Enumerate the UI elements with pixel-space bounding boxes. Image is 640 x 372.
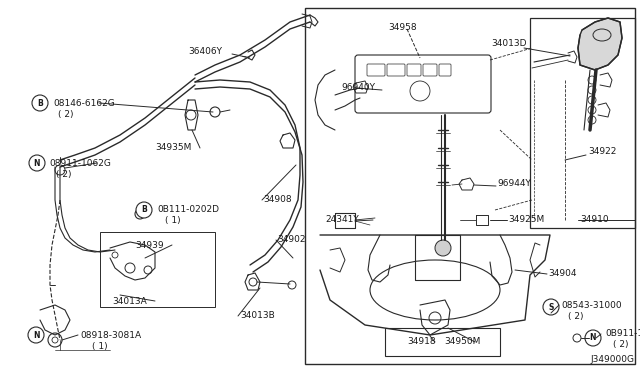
Text: 24341Y: 24341Y	[325, 215, 359, 224]
Text: ( 2): ( 2)	[613, 340, 628, 349]
Text: 08911-1062G: 08911-1062G	[49, 158, 111, 167]
Text: 34950M: 34950M	[444, 337, 481, 346]
Text: ( 2): ( 2)	[58, 109, 74, 119]
Bar	[530, 18, 635, 228]
Text: 0B911-1082G: 0B911-1082G	[605, 328, 640, 337]
Text: 0B111-0202D: 0B111-0202D	[157, 205, 219, 215]
Text: 34013B: 34013B	[240, 311, 275, 321]
Text: 34922: 34922	[588, 148, 616, 157]
Circle shape	[543, 299, 559, 315]
Text: 36406Y: 36406Y	[188, 48, 222, 57]
Text: B: B	[37, 99, 43, 108]
Text: 34910: 34910	[580, 215, 609, 224]
Text: 08918-3081A: 08918-3081A	[80, 330, 141, 340]
Text: J349000G: J349000G	[590, 356, 634, 365]
Text: 34908: 34908	[263, 196, 292, 205]
Text: 96944Y: 96944Y	[497, 180, 531, 189]
Text: ( 1): ( 1)	[165, 217, 180, 225]
Bar	[100, 232, 215, 307]
Text: N: N	[34, 158, 40, 167]
Text: 34013A: 34013A	[112, 296, 147, 305]
Text: 34918: 34918	[407, 337, 436, 346]
Circle shape	[136, 202, 152, 218]
Circle shape	[585, 330, 601, 346]
Text: 08543-31000: 08543-31000	[561, 301, 621, 310]
Circle shape	[29, 155, 45, 171]
Circle shape	[28, 327, 44, 343]
Text: N: N	[589, 334, 596, 343]
Text: N: N	[33, 330, 39, 340]
Text: 08146-6162G: 08146-6162G	[53, 99, 115, 108]
Text: 34013D: 34013D	[491, 39, 527, 48]
Text: 34902: 34902	[277, 235, 305, 244]
Text: 34904: 34904	[548, 269, 577, 279]
Text: 34939: 34939	[135, 241, 164, 250]
Circle shape	[435, 240, 451, 256]
Bar	[305, 8, 635, 364]
Text: 96940Y: 96940Y	[341, 83, 375, 93]
Text: S: S	[548, 302, 554, 311]
Text: 34935M: 34935M	[155, 144, 191, 153]
Text: B: B	[141, 205, 147, 215]
Text: 34925M: 34925M	[508, 215, 544, 224]
Text: ( 1): ( 1)	[92, 341, 108, 350]
Bar	[385, 328, 500, 356]
Polygon shape	[578, 18, 622, 70]
Text: ( 2): ( 2)	[56, 170, 72, 179]
Text: 34958: 34958	[388, 23, 417, 32]
Circle shape	[32, 95, 48, 111]
Text: ( 2): ( 2)	[568, 311, 584, 321]
